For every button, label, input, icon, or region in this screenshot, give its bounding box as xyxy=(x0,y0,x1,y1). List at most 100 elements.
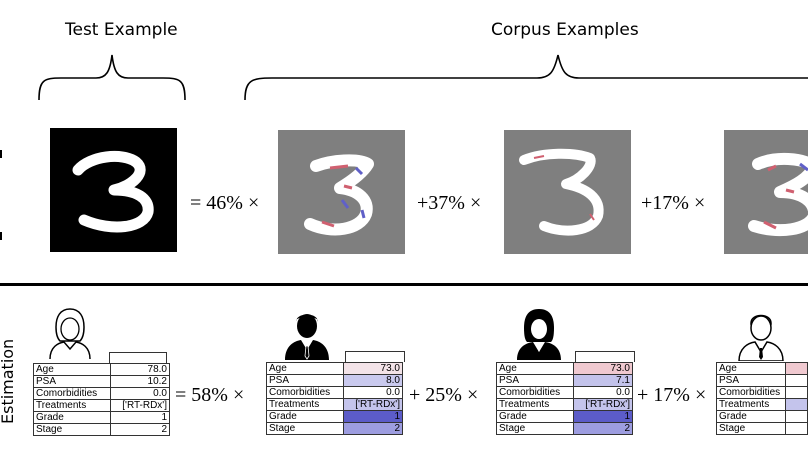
feature-label: Age xyxy=(496,362,574,375)
bottom-coefficient-3: + 17% × xyxy=(637,384,707,406)
table-row: Stage 2 xyxy=(496,422,633,435)
feature-value: 0.0 xyxy=(343,386,403,399)
feature-value xyxy=(785,362,808,375)
feature-value: ['RT-RDx'] xyxy=(573,398,633,411)
feature-label: Comorbidities xyxy=(33,387,111,400)
feature-label: Age xyxy=(716,362,787,375)
table-row: Age 73.0 xyxy=(266,362,403,375)
feature-value: 73.0 xyxy=(343,362,403,375)
feature-label: Grade xyxy=(33,411,111,424)
section-divider xyxy=(0,283,808,286)
table-row: Treatments ['RT-RDx'] xyxy=(33,399,170,412)
corpus-digit-image-1 xyxy=(278,130,405,254)
patient-1-header-cell xyxy=(345,351,405,362)
estimation-row-label: Estimation xyxy=(0,338,17,424)
table-row: Age 73.0 xyxy=(496,362,633,375)
feature-label: PSA xyxy=(266,374,344,387)
patient-2-table: Age 73.0 PSA 7.1 Comorbidities 0.0 Treatmen… xyxy=(496,362,633,435)
table-row: Stage xyxy=(716,422,808,435)
patient-1-table: Age 73.0 PSA 8.0 Comorbidities 0.0 Treatmen… xyxy=(266,362,403,435)
table-row: Grade 1 xyxy=(33,411,170,424)
table-row: PSA xyxy=(716,374,808,387)
feature-value: 1 xyxy=(573,410,633,423)
feature-value xyxy=(785,374,808,387)
feature-label: Treatments xyxy=(496,398,574,411)
patient-0-table: Age 78.0 PSA 10.2 Comorbidities 0.0 Treatme… xyxy=(33,363,170,436)
table-row: Grade 1 xyxy=(266,410,403,423)
feature-label: PSA xyxy=(716,374,787,387)
feature-value xyxy=(785,398,808,411)
corpus-examples-header: Corpus Examples xyxy=(491,20,639,40)
feature-label: Stage xyxy=(496,422,574,435)
feature-label: PSA xyxy=(33,375,111,388)
feature-value: ['RT-RDx'] xyxy=(343,398,403,411)
table-row: Treatments xyxy=(716,398,808,411)
table-row: Comorbidities xyxy=(716,386,808,399)
table-row: PSA 8.0 xyxy=(266,374,403,387)
table-row: Comorbidities 0.0 xyxy=(33,387,170,400)
feature-label: Treatments xyxy=(266,398,344,411)
male-patient-outline-icon xyxy=(738,314,784,361)
feature-value: 7.1 xyxy=(573,374,633,387)
feature-label: Comorbidities xyxy=(496,386,574,399)
feature-label: Comorbidities xyxy=(716,386,787,399)
feature-label: Stage xyxy=(266,422,344,435)
test-brace xyxy=(38,54,186,101)
top-coefficient-1: = 46% × xyxy=(190,192,260,214)
feature-value xyxy=(785,386,808,399)
table-row: Grade xyxy=(716,410,808,423)
patient-2-header-cell xyxy=(575,351,635,362)
left-row-label-fragment xyxy=(0,150,2,240)
test-digit-image xyxy=(50,128,177,252)
feature-value: 2 xyxy=(573,422,633,435)
feature-label: Age xyxy=(266,362,344,375)
feature-value: 1 xyxy=(110,411,170,424)
top-coefficient-2: +37% × xyxy=(417,192,482,214)
feature-label: Grade xyxy=(716,410,787,423)
feature-value: 0.0 xyxy=(110,387,170,400)
patient-0-header-cell xyxy=(109,352,167,363)
patient-3-table: Age PSA Comorbidities Treatments Grade S… xyxy=(716,362,808,435)
feature-label: Stage xyxy=(33,423,111,436)
table-row: Stage 2 xyxy=(33,423,170,436)
feature-label: Grade xyxy=(496,410,574,423)
feature-label: Stage xyxy=(716,422,787,435)
feature-value xyxy=(785,422,808,435)
table-row: Comorbidities 0.0 xyxy=(496,386,633,399)
female-patient-outline-icon xyxy=(49,308,91,359)
table-row: Comorbidities 0.0 xyxy=(266,386,403,399)
feature-value: 73.0 xyxy=(573,362,633,375)
corpus-digit-image-2 xyxy=(504,130,631,254)
top-coefficient-3: +17% × xyxy=(641,192,706,214)
corpus-digit-image-3 xyxy=(724,130,808,254)
corpus-brace xyxy=(244,54,808,101)
feature-label: Treatments xyxy=(716,398,787,411)
table-row: Age xyxy=(716,362,808,375)
feature-value: 8.0 xyxy=(343,374,403,387)
female-patient-suit-icon xyxy=(517,309,561,360)
feature-value xyxy=(785,410,808,423)
feature-label: Age xyxy=(33,363,111,376)
table-row: PSA 10.2 xyxy=(33,375,170,388)
feature-label: Grade xyxy=(266,410,344,423)
table-row: Grade 1 xyxy=(496,410,633,423)
table-row: Treatments ['RT-RDx'] xyxy=(266,398,403,411)
table-row: Stage 2 xyxy=(266,422,403,435)
test-example-header: Test Example xyxy=(65,20,178,40)
feature-label: Comorbidities xyxy=(266,386,344,399)
feature-value: 2 xyxy=(110,423,170,436)
male-patient-suit-icon xyxy=(285,314,329,360)
table-row: Treatments ['RT-RDx'] xyxy=(496,398,633,411)
feature-value: ['RT-RDx'] xyxy=(110,399,170,412)
feature-value: 10.2 xyxy=(110,375,170,388)
feature-value: 2 xyxy=(343,422,403,435)
bottom-coefficient-2: + 25% × xyxy=(409,384,479,406)
feature-value: 78.0 xyxy=(110,363,170,376)
table-row: Age 78.0 xyxy=(33,363,170,376)
feature-label: PSA xyxy=(496,374,574,387)
feature-value: 0.0 xyxy=(573,386,633,399)
patient-3-table-clip: Age PSA Comorbidities Treatments Grade S… xyxy=(716,362,808,442)
feature-label: Treatments xyxy=(33,399,111,412)
bottom-coefficient-1: = 58% × xyxy=(175,384,245,406)
feature-value: 1 xyxy=(343,410,403,423)
